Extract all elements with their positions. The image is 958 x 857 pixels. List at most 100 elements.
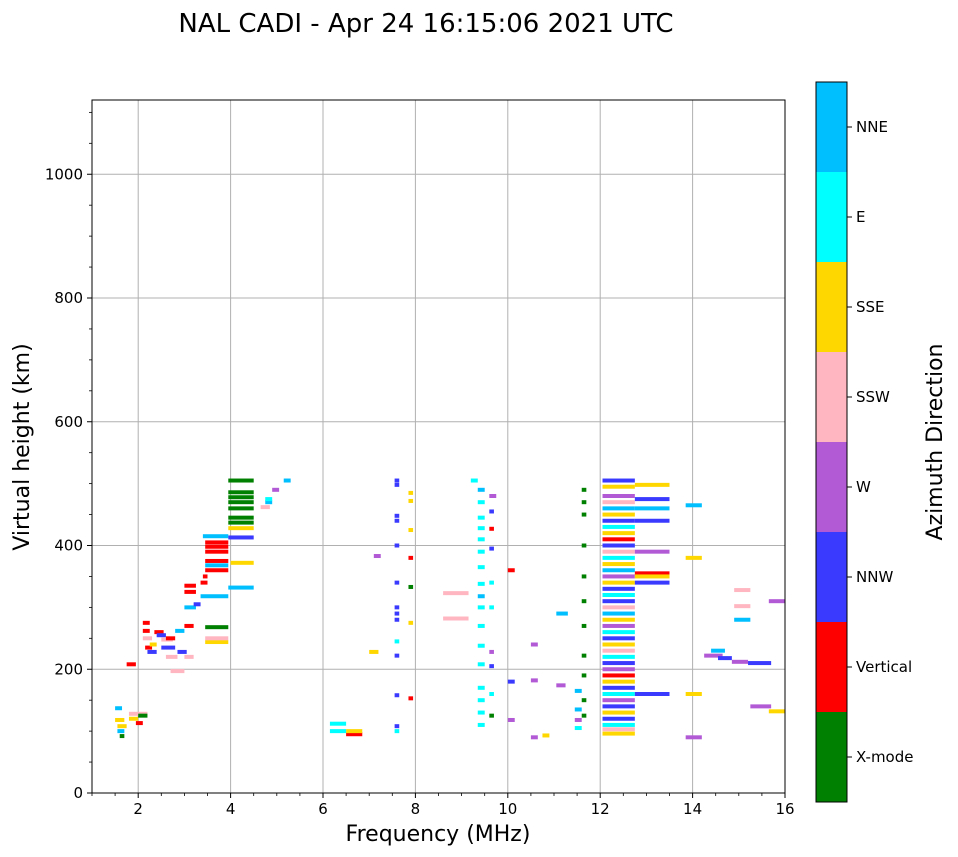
echo-segment-nne <box>477 594 485 599</box>
echo-segment-nne <box>574 688 582 693</box>
echo-segment-w <box>768 599 785 604</box>
echo-segment-e <box>477 662 485 667</box>
colorbar-label-nnw: NNW <box>856 568 893 586</box>
echo-segment-nne <box>477 487 485 492</box>
echo-segment-vertical <box>200 580 208 585</box>
echo-segment-nnw <box>394 653 400 658</box>
echo-segment-e <box>602 722 635 727</box>
x-tick-label: 2 <box>133 800 143 818</box>
colorbar-swatch-nnw <box>816 532 847 622</box>
echo-segment-e <box>602 555 635 560</box>
echo-segment-x-mode <box>581 653 587 658</box>
echo-segment-nnw <box>394 513 400 518</box>
echo-segment-x-mode <box>228 500 254 505</box>
x-tick-label: 12 <box>591 800 610 818</box>
x-tick-label: 8 <box>411 800 421 818</box>
colorbar-label-x-mode: X-mode <box>856 748 913 766</box>
echo-segment-ssw <box>734 588 751 593</box>
echo-traces <box>115 478 785 740</box>
echo-segment-x-mode <box>205 625 229 630</box>
colorbar-swatch-x-mode <box>816 712 847 802</box>
echo-segment-ssw <box>184 654 194 659</box>
echo-segment-sse <box>602 580 635 585</box>
echo-segment-w <box>574 717 582 722</box>
echo-segment-nnw <box>394 543 400 548</box>
echo-segment-e <box>602 524 635 529</box>
y-tick-label: 800 <box>54 289 83 307</box>
echo-segment-e <box>477 549 485 554</box>
echo-segment-nne <box>602 611 635 616</box>
y-tick-label: 400 <box>54 537 83 555</box>
colorbar-swatch-ssw <box>816 352 847 442</box>
echo-segment-sse <box>117 724 127 729</box>
echo-segment-sse <box>230 560 254 565</box>
echo-segment-x-mode <box>581 500 587 505</box>
echo-segment-nnw <box>394 605 400 610</box>
echo-segment-sse <box>602 710 635 715</box>
echo-segment-ssw <box>142 636 153 641</box>
echo-segment-sse <box>602 531 635 536</box>
echo-segment-w <box>602 667 635 672</box>
echo-segment-vertical <box>205 544 229 549</box>
echo-segment-vertical <box>142 628 150 633</box>
echo-segment-sse <box>634 574 670 579</box>
echo-segment-vertical <box>165 636 176 641</box>
echo-segment-nnw <box>602 716 635 721</box>
echo-segment-vertical <box>154 630 164 635</box>
echo-segment-x-mode <box>581 574 587 579</box>
echo-segment-w <box>373 554 381 559</box>
echo-segment-nnw <box>602 661 635 666</box>
echo-segment-vertical <box>184 583 196 588</box>
echo-segment-vertical <box>205 549 229 554</box>
echo-segment-nnw <box>228 535 254 540</box>
echo-segment-sse <box>115 717 125 722</box>
echo-segment-e <box>477 605 485 610</box>
echo-segment-e <box>329 721 347 726</box>
echo-segment-vertical <box>408 696 414 701</box>
colorbar-swatch-w <box>816 442 847 532</box>
echo-segment-e <box>602 654 635 659</box>
echo-segment-nnw <box>147 649 157 654</box>
x-axis: 2 4 6 8 10 12 14 16 <box>91 793 795 818</box>
colorbar-label-e: E <box>856 208 865 226</box>
echo-segment-w <box>602 574 635 579</box>
echo-segment-sse <box>346 729 363 734</box>
echo-segment-e <box>470 478 478 483</box>
echo-segment-nne <box>200 594 229 599</box>
colorbar-swatch-nne <box>816 82 847 172</box>
echo-segment-vertical <box>184 623 194 628</box>
echo-segment-nnw <box>394 611 400 616</box>
echo-segment-nne <box>265 500 273 505</box>
echo-segment-vertical <box>145 645 153 650</box>
echo-segment-x-mode <box>581 698 587 703</box>
echo-segment-nnw <box>634 518 670 523</box>
echo-segment-x-mode <box>228 506 254 511</box>
echo-segment-e <box>602 692 635 696</box>
echo-segment-x-mode <box>119 734 125 739</box>
echo-segment-nnw <box>602 518 635 523</box>
echo-segment-e <box>477 500 485 505</box>
echo-segment-sse <box>602 484 635 489</box>
echo-segment-sse <box>149 642 157 647</box>
echo-segment-vertical <box>126 662 136 667</box>
echo-segment-nne <box>202 534 229 539</box>
echo-segment-ssw <box>443 591 469 596</box>
echo-segment-ssw <box>602 605 635 610</box>
echo-segment-e <box>489 692 494 696</box>
echo-segment-e <box>477 698 485 703</box>
echo-segment-w <box>602 494 635 498</box>
echo-segment-x-mode <box>581 599 587 604</box>
echo-segment-vertical <box>602 537 635 542</box>
echo-segment-sse <box>408 528 414 533</box>
echo-segment-e <box>574 726 582 731</box>
echo-segment-sse <box>369 649 379 654</box>
echo-segment-x-mode <box>581 487 587 492</box>
colorbar-label-sse: SSE <box>856 298 885 316</box>
echo-segment-e <box>394 639 400 644</box>
echo-segment-nnw <box>394 617 400 622</box>
echo-segment-w <box>530 735 538 740</box>
echo-segment-x-mode <box>581 543 587 548</box>
echo-segment-sse <box>602 512 635 517</box>
plot-area <box>91 99 786 794</box>
echo-segment-nnw <box>156 633 166 638</box>
